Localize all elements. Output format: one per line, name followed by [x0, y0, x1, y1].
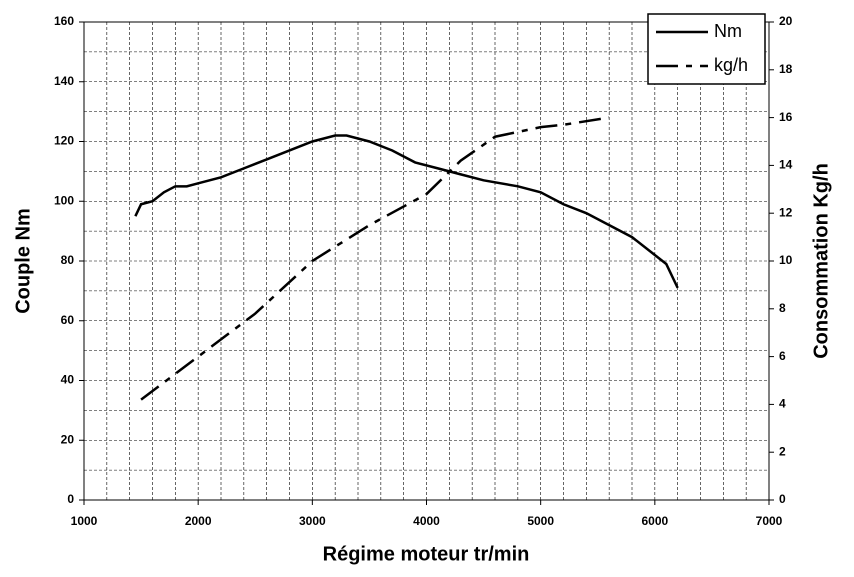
- y-tick-label: 140: [54, 74, 74, 88]
- y2-tick-label: 12: [779, 205, 793, 219]
- series-line: [140, 116, 610, 401]
- y2-axis-title: Consommation Kg/h: [810, 163, 832, 359]
- y-tick-label: 80: [61, 253, 75, 267]
- y2-tick-label: 18: [779, 62, 793, 76]
- legend-box: [647, 13, 766, 85]
- legend-label: Nm: [714, 21, 742, 41]
- y-tick-label: 120: [54, 134, 74, 148]
- y-tick-label: 40: [61, 373, 75, 387]
- x-tick-label: 3000: [299, 514, 326, 528]
- x-tick-label: 4000: [413, 514, 440, 528]
- series-line: [134, 134, 679, 289]
- y2-tick-label: 2: [779, 444, 786, 458]
- x-tick-label: 2000: [185, 514, 212, 528]
- x-tick-label: 7000: [756, 514, 783, 528]
- y2-tick-label: 20: [779, 14, 793, 28]
- x-axis-title: Régime moteur tr/min: [323, 543, 530, 565]
- y-tick-label: 20: [61, 432, 75, 446]
- y-axis-title: Couple Nm: [12, 208, 34, 314]
- legend-label: kg/h: [714, 55, 748, 75]
- y2-tick-label: 14: [779, 158, 793, 172]
- x-tick-label: 6000: [641, 514, 668, 528]
- y2-tick-label: 6: [779, 349, 786, 363]
- y2-tick-label: 4: [779, 397, 786, 411]
- y-tick-label: 100: [54, 193, 74, 207]
- y2-tick-label: 10: [779, 253, 793, 267]
- y2-tick-label: 0: [779, 492, 786, 506]
- y2-tick-label: 8: [779, 301, 786, 315]
- plot-border: [83, 21, 770, 501]
- y2-tick-label: 16: [779, 110, 793, 124]
- x-tick-label: 5000: [527, 514, 554, 528]
- y-tick-label: 160: [54, 14, 74, 28]
- y-tick-label: 0: [67, 492, 74, 506]
- y-tick-label: 60: [61, 313, 75, 327]
- x-tick-label: 1000: [71, 514, 98, 528]
